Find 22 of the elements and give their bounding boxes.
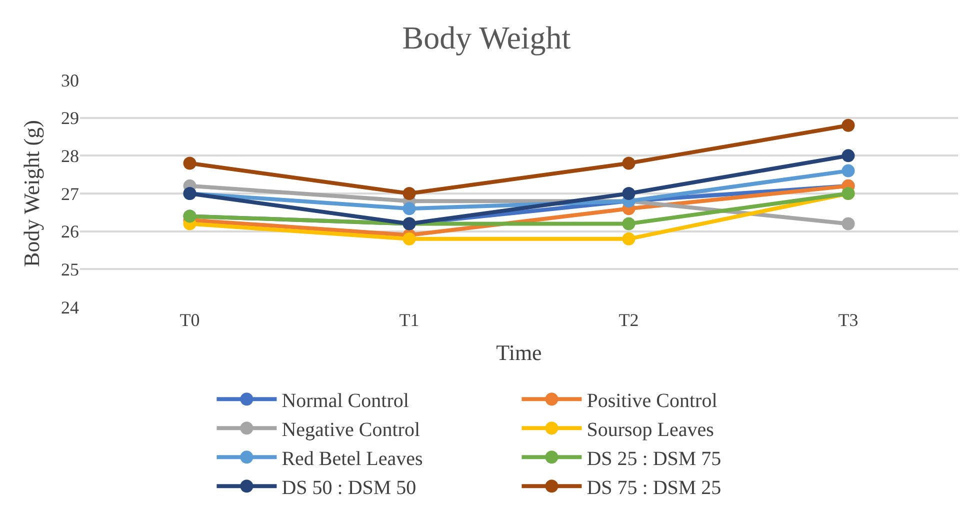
legend-label: DS 25 : DSM 75 [586, 448, 722, 470]
y-axis-title: Body Weight (g) [18, 120, 44, 267]
legend-label: Normal Control [282, 390, 410, 412]
x-tick-label: T0 [180, 310, 200, 330]
x-tick-label: T1 [399, 310, 420, 330]
y-tick-label: 27 [61, 184, 79, 204]
x-tick-label: T2 [618, 310, 639, 330]
y-tick-label: 26 [61, 222, 79, 242]
chart-title: Body Weight [402, 19, 571, 56]
legend-label: DS 75 : DSM 25 [586, 476, 722, 499]
legend-label: DS 50 : DSM 50 [282, 476, 416, 499]
y-tick-label: 28 [61, 146, 79, 166]
legend-label: Soursop Leaves [586, 418, 714, 441]
y-tick-label: 25 [61, 259, 79, 280]
y-tick-label: 30 [61, 70, 79, 90]
legend-label: Negative Control [282, 418, 420, 441]
x-tick-label: T3 [838, 310, 858, 330]
legend-label: Positive Control [586, 390, 718, 412]
legend-label: Red Betel Leaves [282, 448, 423, 470]
y-tick-label: 24 [61, 297, 79, 318]
y-tick-label: 29 [61, 108, 79, 128]
x-axis-title: Time [496, 340, 542, 365]
